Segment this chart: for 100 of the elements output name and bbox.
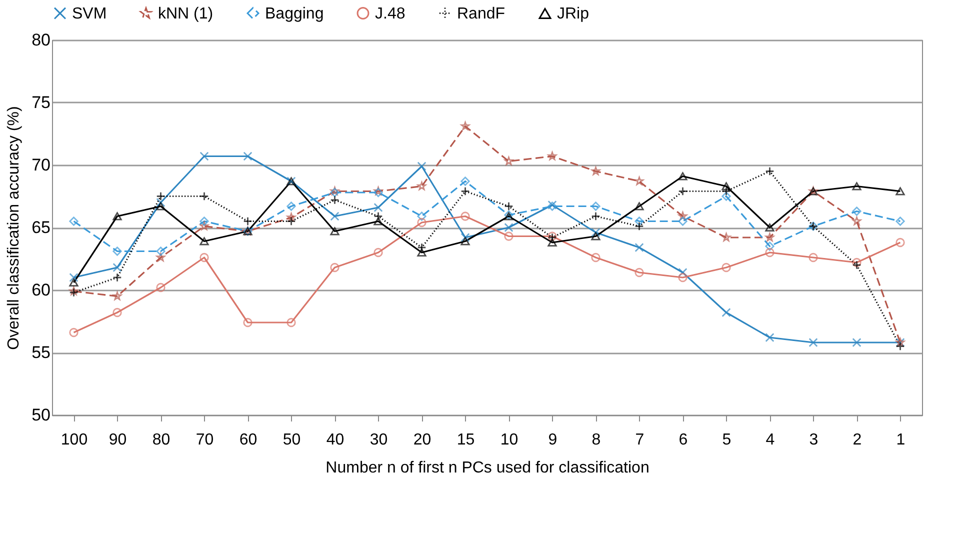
point bbox=[417, 162, 426, 171]
x-tick-label: 40 bbox=[326, 432, 344, 448]
point bbox=[156, 202, 166, 210]
point bbox=[200, 192, 209, 201]
legend-label: Bagging bbox=[265, 5, 324, 22]
point bbox=[678, 272, 688, 282]
point bbox=[460, 232, 470, 242]
point bbox=[591, 252, 600, 262]
point bbox=[156, 252, 166, 262]
point bbox=[112, 308, 122, 318]
point bbox=[765, 248, 774, 258]
point bbox=[112, 246, 122, 256]
point bbox=[765, 242, 774, 251]
point bbox=[634, 268, 644, 278]
point bbox=[417, 248, 426, 257]
legend-label: JRip bbox=[557, 6, 590, 22]
point bbox=[765, 166, 774, 176]
point bbox=[243, 318, 252, 328]
point bbox=[808, 252, 818, 262]
legend-label: RandF bbox=[457, 5, 506, 22]
point bbox=[200, 216, 209, 226]
x-tick-label: 70 bbox=[196, 432, 214, 448]
point bbox=[852, 216, 862, 226]
x-tick-label: 1 bbox=[896, 432, 906, 448]
point bbox=[722, 232, 731, 242]
point bbox=[765, 223, 774, 232]
y-tick-label: 80 bbox=[32, 30, 50, 50]
x-tick-label: 60 bbox=[239, 432, 258, 448]
point bbox=[417, 218, 426, 228]
y-axis-title: Overall classification accuracy (%) bbox=[6, 106, 23, 350]
point bbox=[417, 242, 426, 252]
y-tick-label: 50 bbox=[32, 406, 50, 424]
point bbox=[722, 262, 731, 272]
point bbox=[374, 248, 383, 258]
point bbox=[330, 262, 340, 272]
point bbox=[678, 172, 688, 180]
point bbox=[330, 227, 340, 236]
point bbox=[286, 202, 296, 211]
point bbox=[722, 308, 731, 318]
point bbox=[156, 282, 166, 292]
point bbox=[460, 186, 470, 196]
x-tick-label: 5 bbox=[722, 432, 732, 448]
x-tick-label: 3 bbox=[809, 432, 818, 448]
legend-label: kNN (1) bbox=[158, 6, 214, 22]
x-tick-label: 50 bbox=[282, 432, 301, 448]
point bbox=[374, 202, 383, 212]
point bbox=[330, 212, 340, 221]
point bbox=[374, 188, 383, 198]
point bbox=[634, 222, 644, 231]
point bbox=[156, 246, 166, 256]
point bbox=[69, 278, 78, 287]
point bbox=[808, 338, 818, 348]
point bbox=[722, 192, 731, 201]
point bbox=[591, 202, 600, 211]
point bbox=[156, 192, 166, 201]
x-tick-label: 90 bbox=[108, 432, 127, 448]
point bbox=[156, 198, 166, 208]
point bbox=[69, 272, 78, 282]
y-tick-label: 65 bbox=[32, 218, 50, 237]
point bbox=[722, 186, 731, 196]
point bbox=[765, 232, 774, 242]
point bbox=[460, 237, 470, 246]
point bbox=[548, 238, 557, 247]
point bbox=[896, 238, 905, 248]
point bbox=[69, 288, 78, 298]
y-tick-label: 75 bbox=[32, 93, 50, 112]
point bbox=[286, 216, 296, 226]
point bbox=[69, 328, 78, 338]
point bbox=[243, 216, 252, 226]
point bbox=[852, 260, 862, 270]
point bbox=[591, 232, 600, 240]
point bbox=[200, 237, 209, 246]
point bbox=[374, 217, 383, 226]
point bbox=[69, 216, 78, 226]
point bbox=[417, 212, 426, 221]
x-tick-label: 30 bbox=[370, 432, 388, 448]
point bbox=[852, 258, 862, 268]
x-tick-label: 80 bbox=[152, 432, 170, 448]
point bbox=[200, 152, 209, 161]
point bbox=[852, 338, 862, 348]
point bbox=[896, 187, 905, 196]
point bbox=[852, 182, 862, 190]
x-tick-label: 7 bbox=[635, 432, 644, 448]
point bbox=[722, 182, 731, 190]
y-tick-label: 60 bbox=[32, 280, 50, 300]
point bbox=[678, 216, 688, 226]
x-tick-label: 2 bbox=[852, 432, 862, 448]
x-tick-label: 6 bbox=[678, 432, 688, 448]
point bbox=[112, 262, 122, 272]
point bbox=[286, 212, 296, 222]
point bbox=[896, 342, 905, 351]
x-tick-label: 20 bbox=[413, 432, 432, 448]
point bbox=[591, 212, 600, 221]
point bbox=[896, 216, 905, 226]
point bbox=[634, 242, 644, 252]
x-tick-label: 8 bbox=[592, 432, 601, 448]
point bbox=[330, 188, 340, 198]
legend-label: J.48 bbox=[375, 5, 406, 22]
point bbox=[112, 212, 122, 220]
point bbox=[243, 152, 252, 161]
